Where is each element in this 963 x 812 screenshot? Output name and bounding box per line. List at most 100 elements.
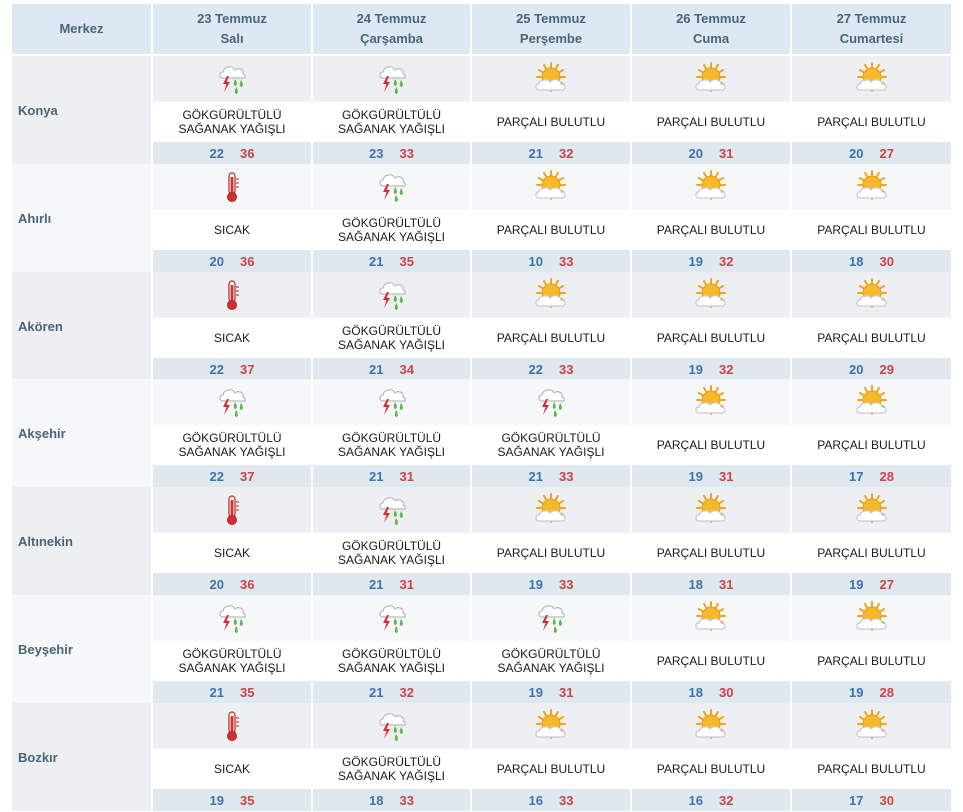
condition-line: SAĞANAK YAĞIŞLI	[338, 338, 445, 352]
min-temp: 18	[688, 684, 703, 700]
day-date: 24 Temmuz	[356, 11, 427, 26]
condition-line: PARÇALI BULUTLU	[656, 115, 766, 129]
icon-band	[472, 379, 630, 425]
sun-behind-cloud-icon	[695, 62, 726, 92]
temperature-band: 21 31	[313, 573, 470, 595]
temperature-band: 20 36	[153, 250, 311, 272]
condition-line: SAĞANAK YAĞIŞLI	[338, 553, 445, 567]
sun-behind-cloud-icon	[855, 601, 887, 631]
max-temp: 30	[719, 684, 734, 700]
max-temp: 33	[399, 792, 414, 808]
temperature-band: 21 32	[313, 681, 470, 703]
condition-line: PARÇALI BULUTLU	[496, 223, 606, 237]
min-temp: 18	[369, 792, 384, 808]
icon-band	[632, 56, 790, 102]
day-header: 23 Temmuz Salı	[153, 4, 311, 54]
min-temp: 19	[209, 792, 224, 808]
max-temp: 30	[879, 253, 894, 269]
icon-band	[632, 272, 790, 318]
condition-line: PARÇALI BULUTLU	[817, 115, 926, 129]
day-header: 26 Temmuz Cuma	[632, 4, 790, 54]
thermometer-hot-icon	[227, 495, 239, 525]
temperature-band: 18 30	[792, 250, 951, 272]
condition-text: PARÇALI BULUTLU	[632, 318, 790, 358]
min-temp: 21	[369, 576, 384, 592]
icon-band	[792, 487, 951, 533]
condition-text: PARÇALI BULUTLU	[472, 749, 630, 789]
condition-line: GÖKGÜRÜLTÜLÜ	[341, 324, 442, 338]
condition-line: SAĞANAK YAĞIŞLI	[338, 122, 445, 136]
condition-text: GÖKGÜRÜLTÜLÜ SAĞANAK YAĞIŞLI	[313, 425, 470, 465]
min-temp: 21	[528, 145, 543, 161]
max-temp: 32	[719, 253, 734, 269]
sun-behind-cloud-icon	[695, 493, 726, 523]
icon-band	[632, 595, 790, 641]
icon-band	[153, 379, 311, 425]
min-temp: 17	[849, 468, 864, 484]
condition-line: SAĞANAK YAĞIŞLI	[338, 661, 445, 675]
min-temp: 20	[209, 576, 224, 592]
sun-behind-cloud-icon	[855, 493, 887, 523]
icon-band	[472, 487, 630, 533]
max-temp: 31	[399, 576, 414, 592]
condition-text: GÖKGÜRÜLTÜLÜ SAĞANAK YAĞIŞLI	[153, 425, 311, 465]
temperature-band: 16 33	[472, 789, 630, 811]
temperature-band: 18 33	[313, 789, 470, 811]
thunderstorm-rain-icon	[378, 713, 406, 741]
condition-line: SICAK	[213, 546, 250, 560]
sun-behind-cloud-icon	[695, 278, 726, 308]
condition-line: PARÇALI BULUTLU	[817, 223, 926, 237]
condition-line: SAĞANAK YAĞIŞLI	[338, 445, 445, 459]
condition-line: SICAK	[213, 762, 250, 776]
condition-text: PARÇALI BULUTLU	[472, 318, 630, 358]
min-temp: 21	[369, 684, 384, 700]
day-date: 23 Temmuz	[197, 11, 267, 26]
condition-line: PARÇALI BULUTLU	[817, 546, 926, 560]
temperature-band: 22 33	[472, 358, 630, 380]
min-temp: 16	[688, 792, 703, 808]
condition-line: PARÇALI BULUTLU	[496, 762, 606, 776]
max-temp: 36	[240, 253, 255, 269]
max-temp: 31	[719, 468, 734, 484]
day-weekday: Perşembe	[519, 31, 583, 46]
min-temp: 21	[369, 361, 384, 377]
condition-text: SICAK	[153, 749, 311, 789]
icon-band	[153, 272, 311, 318]
condition-line: GÖKGÜRÜLTÜLÜ	[182, 108, 282, 122]
merkez-label: Merkez	[59, 21, 104, 36]
min-temp: 19	[528, 684, 543, 700]
condition-line: GÖKGÜRÜLTÜLÜ	[341, 539, 442, 553]
temperature-band: 19 28	[792, 681, 951, 703]
max-temp: 33	[559, 253, 574, 269]
sun-behind-cloud-icon	[855, 170, 887, 200]
condition-text: GÖKGÜRÜLTÜLÜ SAĞANAK YAĞIŞLI	[472, 425, 630, 465]
condition-line: SAĞANAK YAĞIŞLI	[497, 661, 605, 675]
icon-band	[792, 56, 951, 102]
max-temp: 37	[240, 468, 255, 484]
max-temp: 29	[879, 361, 894, 377]
condition-line: SAĞANAK YAĞIŞLI	[178, 122, 286, 136]
thunderstorm-rain-icon	[219, 605, 246, 633]
condition-text: GÖKGÜRÜLTÜLÜ SAĞANAK YAĞIŞLI	[153, 641, 311, 681]
city-name: Akşehir	[12, 379, 151, 487]
icon-band	[153, 164, 311, 210]
condition-text: PARÇALI BULUTLU	[792, 749, 951, 789]
sun-behind-cloud-icon	[535, 709, 566, 739]
max-temp: 33	[559, 468, 574, 484]
temperature-band: 16 32	[632, 789, 790, 811]
temperature-band: 21 35	[313, 250, 470, 272]
temperature-band: 19 33	[472, 573, 630, 595]
temperature-band: 19 31	[472, 681, 630, 703]
condition-text: PARÇALI BULUTLU	[632, 210, 790, 250]
city-name: Beyşehir	[12, 595, 151, 703]
icon-band	[153, 703, 311, 749]
icon-band	[792, 703, 951, 749]
max-temp: 32	[559, 145, 574, 161]
thunderstorm-rain-icon	[378, 174, 406, 202]
city-name: Bozkır	[12, 703, 151, 811]
condition-text: GÖKGÜRÜLTÜLÜ SAĞANAK YAĞIŞLI	[313, 102, 470, 142]
sun-behind-cloud-icon	[535, 62, 566, 92]
min-temp: 23	[369, 145, 384, 161]
min-temp: 20	[849, 145, 864, 161]
